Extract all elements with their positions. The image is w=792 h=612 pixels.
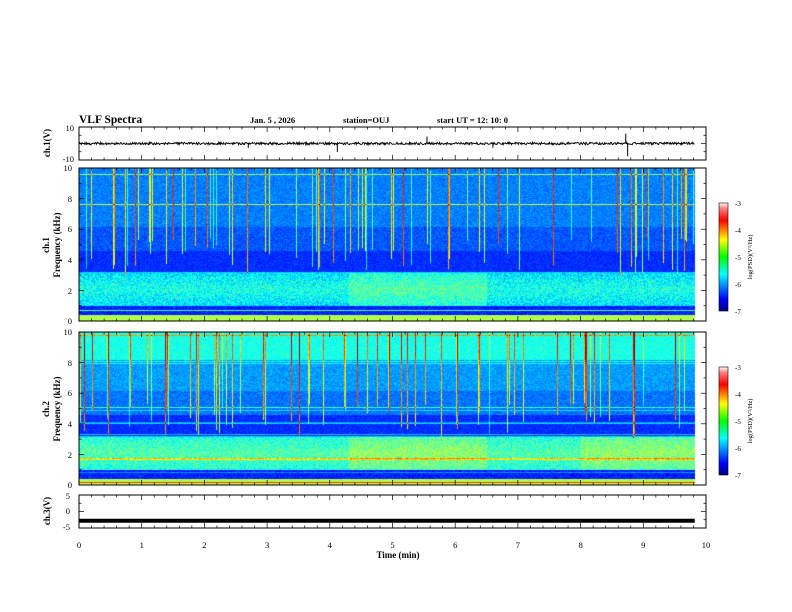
header-start-time: start UT = 12: 10: 0: [437, 115, 508, 125]
ch2-colorbar: -3 -4 -5 -6 -7 log(PSD)(V²/Hz): [718, 364, 754, 480]
cbar-tick: -6: [735, 445, 741, 453]
x-axis-label: Time (min): [376, 550, 419, 560]
ch1-colorbar: -3 -4 -5 -6 -7 log(PSD)(V²/Hz): [718, 200, 754, 316]
ch1-ytick-top: 10: [66, 123, 75, 133]
ytick-8: 8: [68, 358, 72, 368]
cbar-tick: -7: [735, 308, 741, 316]
ch1-spectrogram-channel-label: ch.1: [41, 237, 51, 253]
ytick-2: 2: [68, 450, 72, 460]
x-tick-label: 1: [140, 540, 144, 550]
cbar-tick: -5: [735, 418, 741, 426]
ch2-spectrogram-ylabel: Frequency (kHz): [52, 376, 62, 441]
ytick-10: 10: [64, 163, 73, 173]
ch1-spectrogram: [79, 168, 706, 321]
ch3-ytick-top: 5: [66, 491, 70, 501]
ch1-colorbar-gradient: [718, 202, 729, 312]
x-tick-label: 5: [390, 540, 394, 550]
header-station: station=OUJ: [343, 115, 390, 125]
cbar-tick: -6: [735, 281, 741, 289]
ytick-4: 4: [68, 255, 73, 265]
ch1-spectrogram-y-tick-labels: 0 2 4 6 8 10: [64, 163, 73, 326]
x-tick-label: 4: [328, 540, 333, 550]
ytick-0: 0: [68, 480, 72, 490]
ytick-6: 6: [68, 224, 72, 234]
x-tick-label: 6: [453, 540, 457, 550]
ch3-ytick-bottom: -5: [63, 522, 70, 532]
ch1-ytick-bottom: -10: [63, 154, 74, 164]
ytick-10: 10: [64, 327, 73, 337]
header-date: Jan. 5 , 2026: [250, 115, 295, 125]
ch3-waveform-y-tick-labels: 5 0 -5: [63, 491, 70, 532]
ch1-waveform-y-tick-labels: 10 -10: [63, 123, 74, 164]
ch2-colorbar-label: log(PSD)(V²/Hz): [747, 399, 754, 444]
ch2-spectrogram: [79, 332, 706, 485]
ch1-colorbar-label: log(PSD)(V²/Hz): [747, 235, 754, 280]
x-tick-label: 0: [77, 540, 81, 550]
x-tick-label: 9: [641, 540, 645, 550]
cbar-tick: -4: [735, 227, 741, 235]
ch1-spectrogram-ylabel: Frequency (kHz): [52, 212, 62, 277]
y-axis-ticks: [79, 126, 706, 529]
ch3-waveform-ylabel: ch.3(V): [42, 497, 52, 525]
x-tick-label: 10: [702, 540, 711, 550]
ytick-4: 4: [68, 419, 73, 429]
x-axis-ticks: [78, 127, 707, 528]
ch1-waveform-ylabel: ch.1(V): [42, 129, 52, 157]
ch1-waveform-trace: [78, 140, 695, 147]
ch2-spectrogram-channel-label: ch.2: [41, 401, 51, 417]
cbar-tick: -4: [735, 391, 741, 399]
ytick-2: 2: [68, 286, 72, 296]
chart-title: VLF Spectra: [79, 114, 142, 126]
x-tick-label: 8: [578, 540, 582, 550]
ytick-6: 6: [68, 388, 72, 398]
ch2-spectrogram-y-tick-labels: 0 2 4 6 8 10: [64, 327, 73, 490]
x-axis-tick-labels: 0 1 2 3 4 5 6 7 8 9 10: [77, 540, 710, 550]
ch2-spectrogram-image: [79, 332, 706, 485]
ch1-spectrogram-image: [79, 168, 706, 321]
cbar-tick: -7: [735, 472, 741, 480]
cbar-tick: -3: [735, 364, 741, 372]
ytick-8: 8: [68, 194, 72, 204]
x-tick-label: 2: [202, 540, 206, 550]
x-tick-label: 3: [265, 540, 269, 550]
ch2-colorbar-gradient: [718, 366, 729, 476]
cbar-tick: -5: [735, 254, 741, 262]
ch3-ytick-mid: 0: [66, 506, 70, 516]
cbar-tick: -3: [735, 200, 741, 208]
ch1-waveform-spikes: [247, 133, 629, 157]
x-tick-label: 7: [516, 540, 520, 550]
ytick-0: 0: [68, 316, 72, 326]
